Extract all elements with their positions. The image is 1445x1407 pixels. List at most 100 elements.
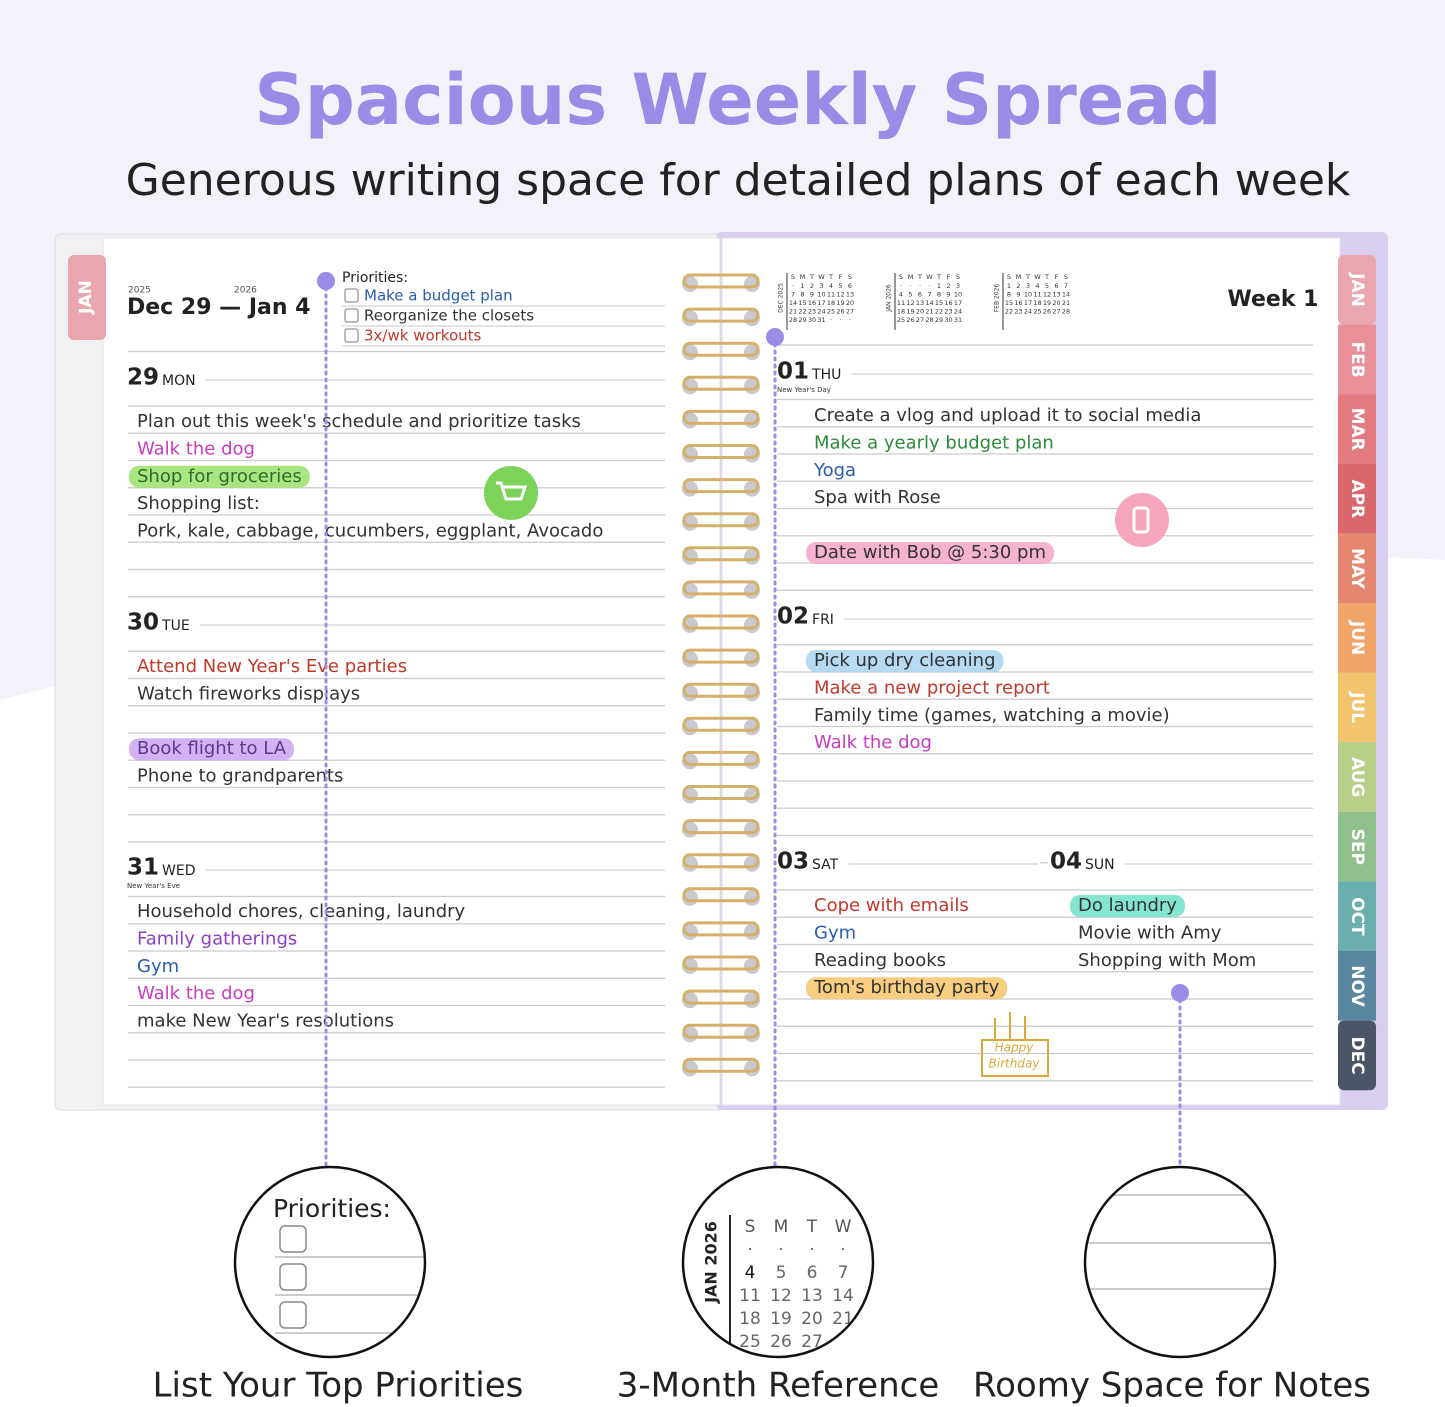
tab-label: NOV	[1347, 965, 1367, 1007]
mini-cal-head: T	[936, 273, 941, 281]
spiral-ring	[682, 682, 760, 698]
mini-cal-day: 7	[1064, 282, 1068, 290]
entry: Movie with Amy	[1078, 922, 1222, 943]
month-tab	[1338, 1020, 1376, 1091]
zoom-ring	[1083, 1165, 1277, 1359]
mini-cal-day: 7	[791, 291, 795, 299]
zoom-day: 20	[801, 1309, 823, 1329]
priority-item: 3x/wk workouts	[364, 327, 482, 345]
mini-cal-day: 1	[800, 282, 804, 290]
mini-cal-day: ·	[830, 316, 832, 324]
month-tab	[1338, 533, 1376, 603]
day-header-bg	[125, 607, 667, 637]
highlight	[806, 650, 1004, 672]
mini-cal-day: 2	[1016, 282, 1020, 290]
mini-cal-day: 28	[925, 316, 933, 324]
mini-cal-day: ·	[928, 282, 930, 290]
entry: Date with Bob @ 5:30 pm	[814, 542, 1046, 563]
spiral-ring	[682, 1057, 760, 1073]
mini-cal-day: 11	[1033, 291, 1041, 299]
priority-item: Make a budget plan	[364, 287, 513, 305]
tab-label: OCT	[1347, 897, 1367, 936]
mini-cal-day: 2	[810, 282, 814, 290]
mini-cal-day: 8	[800, 291, 804, 299]
entry: Household chores, cleaning, laundry	[137, 901, 466, 922]
zoom-day: ·	[840, 1240, 845, 1260]
spiral-ring	[682, 409, 760, 425]
entry: Plan out this week's schedule and priori…	[137, 411, 581, 432]
entry: Pick up dry cleaning	[814, 650, 996, 671]
tab-label: DEC	[1347, 1036, 1367, 1074]
mini-cal-head: T	[1025, 273, 1030, 281]
mini-cal-day: 25	[1033, 308, 1041, 316]
mini-cal-day: 20	[916, 308, 924, 316]
pointer-dot	[317, 272, 335, 290]
mini-cal-day: 30	[944, 316, 952, 324]
month-tab	[1338, 881, 1376, 951]
mini-cal-day: 31	[817, 316, 825, 324]
mini-cal-day: 23	[1014, 308, 1022, 316]
zoom-ring	[233, 1165, 427, 1359]
mini-cal-day: 21	[1062, 299, 1070, 307]
highlight	[129, 465, 310, 488]
mini-cal-day: 20	[846, 299, 854, 307]
mini-cal-day: 19	[906, 308, 914, 316]
zoom-head: T	[806, 1217, 818, 1237]
cake-text: Birthday	[989, 1057, 1041, 1071]
pointer-dot	[766, 328, 784, 346]
mini-cal-day: 10	[954, 291, 962, 299]
mini-cal-head: S	[1064, 273, 1068, 281]
mini-cal-day: 16	[808, 299, 816, 307]
mini-cal-day: 4	[829, 282, 833, 290]
mini-cal-day: 13	[846, 291, 854, 299]
mini-cal-day: 9	[810, 291, 814, 299]
mini-cal-day: 1	[937, 282, 941, 290]
entry: Pork, kale, cabbage, cucumbers, eggplant…	[137, 521, 603, 542]
tab-label: MAR	[1347, 408, 1367, 451]
spiral-ring	[682, 341, 760, 357]
zoom-day: 26	[770, 1332, 792, 1352]
entry: Walk the dog	[814, 732, 932, 753]
mini-cal-head: S	[791, 273, 795, 281]
day-name: SUN	[1085, 857, 1115, 873]
zoom-checkbox	[279, 1263, 307, 1291]
checkbox	[344, 308, 359, 323]
highlight	[1070, 895, 1185, 917]
tab-label: JUL	[1347, 691, 1367, 723]
mini-cal-day: 18	[827, 299, 835, 307]
mini-cal-day: 25	[827, 308, 835, 316]
month-tab	[1338, 742, 1376, 812]
entry: Book flight to LA	[137, 738, 287, 759]
mini-cal-day: 28	[789, 316, 797, 324]
mini-cal-head: M	[908, 273, 914, 281]
mini-cal-day: 3	[819, 282, 823, 290]
subtitle: Generous writing space for detailed plan…	[126, 155, 1351, 206]
tab-label: FEB	[1347, 342, 1367, 378]
mini-cal-day: 9	[1016, 291, 1020, 299]
mini-cal-day: 24	[1024, 308, 1032, 316]
zoom-day: 4	[745, 1263, 756, 1283]
mini-cal-day: 14	[1062, 291, 1070, 299]
spiral-ring	[682, 512, 760, 528]
mini-cal-day: ·	[849, 316, 851, 324]
cake-text: Happy	[995, 1041, 1035, 1055]
tab-label: JAN	[76, 280, 96, 315]
feature-caption: List Your Top Priorities	[153, 1366, 524, 1406]
mini-cal-head: F	[839, 273, 843, 281]
cake-icon	[981, 1012, 1049, 1077]
zoom-day: 6	[807, 1263, 818, 1283]
highlight	[806, 542, 1054, 564]
mini-cal-head: T	[828, 273, 833, 281]
entry: Gym	[814, 922, 856, 943]
spiral-ring	[682, 887, 760, 903]
zoom-day: 12	[770, 1286, 792, 1306]
mini-cal-day: 15	[798, 299, 806, 307]
month-tab	[68, 255, 106, 340]
zoom-day: 19	[770, 1309, 792, 1329]
entry: Do laundry	[1078, 895, 1177, 916]
day-name: TUE	[161, 618, 190, 634]
mini-cal-head: W	[926, 273, 933, 281]
mini-cal-day: 19	[1043, 299, 1051, 307]
